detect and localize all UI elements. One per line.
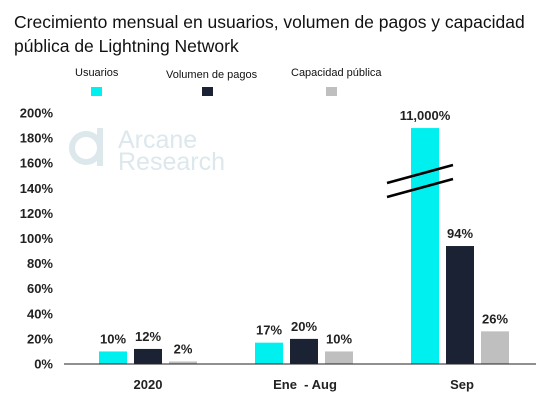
y-tick-label: 80% bbox=[27, 256, 53, 271]
bar-2-3 bbox=[446, 246, 474, 364]
bars: 10% 17% 11,000% 12% 20% 94% 2% 10% 26% bbox=[99, 108, 509, 364]
data-label-1-3: 11,000% bbox=[400, 108, 451, 123]
data-label-1-1: 10% bbox=[100, 331, 126, 346]
bar-2-1 bbox=[134, 348, 162, 364]
y-tick-label: 180% bbox=[20, 131, 54, 146]
x-tick-label: Ene - Aug bbox=[273, 377, 337, 392]
chart-title: Crecimiento mensual en usuarios, volumen… bbox=[14, 12, 525, 56]
y-tick-label: 100% bbox=[20, 231, 54, 246]
y-tick-label: 140% bbox=[20, 181, 54, 196]
bar-3-3 bbox=[481, 331, 509, 364]
data-label-3-3: 26% bbox=[482, 311, 508, 326]
data-label-2-3: 94% bbox=[447, 226, 473, 241]
y-tick-label: 200% bbox=[20, 106, 54, 121]
watermark-logo-icon bbox=[69, 131, 103, 165]
y-tick-label: 0% bbox=[34, 357, 53, 372]
watermark-line1: Arcane bbox=[118, 126, 197, 154]
y-tick-label: 40% bbox=[27, 306, 53, 321]
data-label-2-2: 20% bbox=[291, 319, 317, 334]
x-tick-label: 2020 bbox=[134, 377, 163, 392]
x-tick-label: Sep bbox=[450, 377, 474, 392]
legend: Usuarios Volumen de pagos Capacidad públic… bbox=[75, 67, 382, 96]
legend-swatch-1 bbox=[91, 87, 102, 96]
y-tick-label: 160% bbox=[20, 156, 54, 171]
legend-label-1: Usuarios bbox=[75, 67, 119, 79]
bar-1-1 bbox=[99, 351, 127, 364]
axis-break-mark-bottom bbox=[386, 177, 454, 199]
x-axis: 2020 Ene - Aug Sep bbox=[64, 363, 536, 392]
bar-1-3 bbox=[411, 128, 439, 364]
bar-3-2 bbox=[325, 351, 353, 364]
y-axis: 0% 20% 40% 60% 80% 100% 120% 140% 160% 180% 200% bbox=[20, 106, 54, 372]
data-label-2-1: 12% bbox=[135, 329, 161, 344]
y-tick-label: 120% bbox=[20, 206, 54, 221]
bar-3-1 bbox=[169, 361, 197, 364]
y-tick-label: 20% bbox=[27, 331, 53, 346]
legend-swatch-3 bbox=[326, 87, 337, 96]
legend-label-2: Volumen de pagos bbox=[166, 69, 258, 81]
legend-label-3: Capacidad pública bbox=[291, 67, 382, 79]
bar-2-2 bbox=[290, 338, 318, 364]
data-label-3-1: 2% bbox=[174, 341, 193, 356]
y-tick-label: 60% bbox=[27, 281, 53, 296]
data-label-3-2: 10% bbox=[326, 331, 352, 346]
axis-break-mark-top bbox=[386, 163, 454, 185]
data-label-1-2: 17% bbox=[256, 323, 282, 338]
watermark-line2: Research bbox=[118, 148, 225, 176]
bar-1-2 bbox=[255, 342, 283, 364]
legend-swatch-2 bbox=[202, 87, 213, 96]
